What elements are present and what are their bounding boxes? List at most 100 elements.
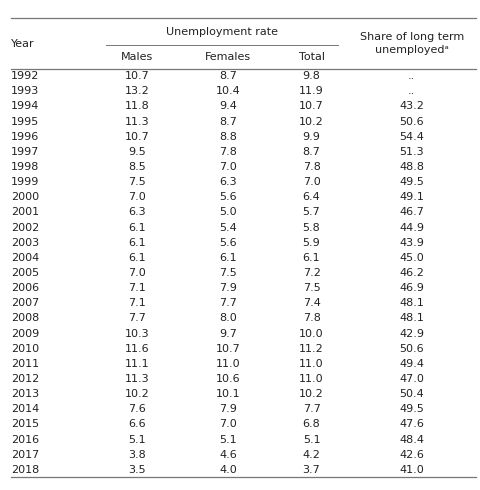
Text: 7.2: 7.2 <box>302 268 321 278</box>
Text: 49.5: 49.5 <box>399 404 424 414</box>
Text: 51.3: 51.3 <box>399 147 424 157</box>
Text: 47.6: 47.6 <box>399 419 424 429</box>
Text: 42.9: 42.9 <box>399 329 424 339</box>
Text: 5.4: 5.4 <box>219 222 237 233</box>
Text: 10.6: 10.6 <box>216 374 240 384</box>
Text: 3.7: 3.7 <box>303 465 321 475</box>
Text: 10.7: 10.7 <box>125 71 150 81</box>
Text: 2011: 2011 <box>11 359 39 369</box>
Text: 5.6: 5.6 <box>219 238 237 248</box>
Text: 7.8: 7.8 <box>302 314 321 323</box>
Text: 4.6: 4.6 <box>219 450 237 460</box>
Text: 43.2: 43.2 <box>399 101 424 112</box>
Text: 11.0: 11.0 <box>299 359 324 369</box>
Text: 6.8: 6.8 <box>303 419 321 429</box>
Text: 11.3: 11.3 <box>125 117 150 126</box>
Text: 2007: 2007 <box>11 298 39 308</box>
Text: 49.5: 49.5 <box>399 177 424 187</box>
Text: 11.6: 11.6 <box>125 343 150 354</box>
Text: 5.9: 5.9 <box>303 238 321 248</box>
Text: 11.2: 11.2 <box>299 343 324 354</box>
Text: 2018: 2018 <box>11 465 39 475</box>
Text: 48.8: 48.8 <box>399 162 424 172</box>
Text: 1997: 1997 <box>11 147 39 157</box>
Text: 7.0: 7.0 <box>129 192 146 202</box>
Text: 9.8: 9.8 <box>302 71 321 81</box>
Text: 54.4: 54.4 <box>399 132 424 142</box>
Text: 7.1: 7.1 <box>129 283 146 293</box>
Text: 7.0: 7.0 <box>219 162 237 172</box>
Text: 49.4: 49.4 <box>399 359 424 369</box>
Text: 1996: 1996 <box>11 132 39 142</box>
Text: 46.9: 46.9 <box>399 283 424 293</box>
Text: 4.2: 4.2 <box>302 450 321 460</box>
Text: 42.6: 42.6 <box>399 450 424 460</box>
Text: 6.1: 6.1 <box>219 253 237 263</box>
Text: 6.4: 6.4 <box>303 192 321 202</box>
Text: 5.8: 5.8 <box>303 222 321 233</box>
Text: 1992: 1992 <box>11 71 39 81</box>
Text: 44.9: 44.9 <box>399 222 424 233</box>
Text: 2013: 2013 <box>11 389 39 399</box>
Text: 2012: 2012 <box>11 374 39 384</box>
Text: 2002: 2002 <box>11 222 39 233</box>
Text: 10.7: 10.7 <box>299 101 324 112</box>
Text: Males: Males <box>121 52 154 62</box>
Text: 1998: 1998 <box>11 162 39 172</box>
Text: 8.7: 8.7 <box>219 71 237 81</box>
Text: Females: Females <box>205 52 251 62</box>
Text: 7.7: 7.7 <box>129 314 146 323</box>
Text: 9.7: 9.7 <box>219 329 237 339</box>
Text: 6.1: 6.1 <box>129 222 146 233</box>
Text: 48.1: 48.1 <box>399 298 424 308</box>
Text: Total: Total <box>299 52 324 62</box>
Text: 2005: 2005 <box>11 268 39 278</box>
Text: 2015: 2015 <box>11 419 39 429</box>
Text: 7.9: 7.9 <box>219 283 237 293</box>
Text: 2001: 2001 <box>11 207 39 218</box>
Text: 9.9: 9.9 <box>302 132 321 142</box>
Text: 7.8: 7.8 <box>219 147 237 157</box>
Text: 8.8: 8.8 <box>219 132 237 142</box>
Text: 5.6: 5.6 <box>219 192 237 202</box>
Text: 8.7: 8.7 <box>302 147 321 157</box>
Text: 10.2: 10.2 <box>299 389 324 399</box>
Text: 11.9: 11.9 <box>299 86 324 97</box>
Text: 7.0: 7.0 <box>129 268 146 278</box>
Text: 2006: 2006 <box>11 283 39 293</box>
Text: 41.0: 41.0 <box>399 465 424 475</box>
Text: 1993: 1993 <box>11 86 39 97</box>
Text: 8.0: 8.0 <box>219 314 237 323</box>
Text: 5.0: 5.0 <box>219 207 237 218</box>
Text: 10.7: 10.7 <box>125 132 150 142</box>
Text: 1995: 1995 <box>11 117 39 126</box>
Text: 3.8: 3.8 <box>129 450 146 460</box>
Text: 50.4: 50.4 <box>399 389 424 399</box>
Text: 7.9: 7.9 <box>219 404 237 414</box>
Text: 10.3: 10.3 <box>125 329 150 339</box>
Text: 7.4: 7.4 <box>302 298 321 308</box>
Text: 2004: 2004 <box>11 253 39 263</box>
Text: 49.1: 49.1 <box>399 192 424 202</box>
Text: 7.8: 7.8 <box>302 162 321 172</box>
Text: 45.0: 45.0 <box>399 253 424 263</box>
Text: 7.0: 7.0 <box>303 177 321 187</box>
Text: 11.8: 11.8 <box>125 101 150 112</box>
Text: 2014: 2014 <box>11 404 39 414</box>
Text: 10.2: 10.2 <box>125 389 150 399</box>
Text: 10.4: 10.4 <box>216 86 240 97</box>
Text: 1999: 1999 <box>11 177 39 187</box>
Text: ..: .. <box>408 71 415 81</box>
Text: 2010: 2010 <box>11 343 39 354</box>
Text: 48.1: 48.1 <box>399 314 424 323</box>
Text: 7.5: 7.5 <box>219 268 237 278</box>
Text: Year: Year <box>11 39 35 49</box>
Text: 10.2: 10.2 <box>299 117 324 126</box>
Text: 7.1: 7.1 <box>129 298 146 308</box>
Text: 5.1: 5.1 <box>129 435 146 444</box>
Text: 7.5: 7.5 <box>303 283 321 293</box>
Text: 43.9: 43.9 <box>399 238 424 248</box>
Text: 46.2: 46.2 <box>399 268 424 278</box>
Text: 47.0: 47.0 <box>399 374 424 384</box>
Text: 6.3: 6.3 <box>219 177 237 187</box>
